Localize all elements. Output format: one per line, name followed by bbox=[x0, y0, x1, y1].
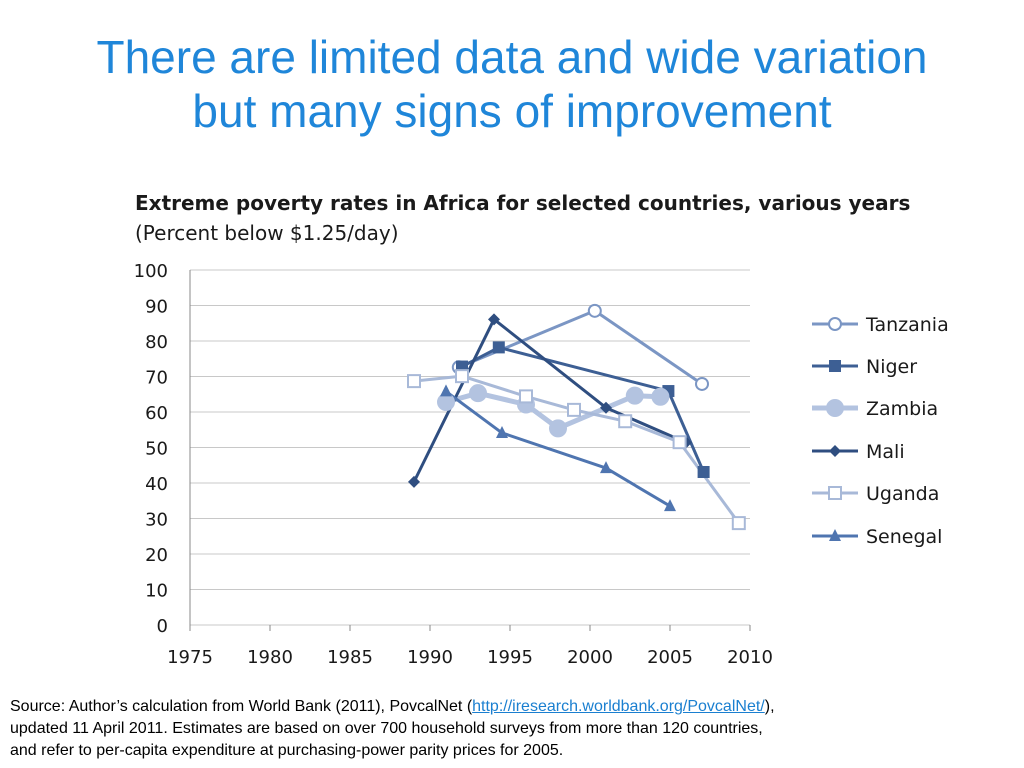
legend-label-senegal: Senegal bbox=[866, 526, 942, 548]
legend-label-tanzania: Tanzania bbox=[865, 314, 949, 336]
y-tick-label-100: 100 bbox=[134, 261, 168, 282]
slide-title-line-2: but many signs of improvement bbox=[192, 85, 832, 137]
point-zambia-3 bbox=[549, 419, 567, 438]
point-senegal-1 bbox=[496, 425, 508, 438]
legend-label-niger: Niger bbox=[866, 356, 917, 378]
chart-subtitle: (Percent below $1.25/day) bbox=[135, 221, 399, 245]
source-note: Source: Author’s calculation from World … bbox=[10, 696, 1010, 762]
point-mali-2 bbox=[600, 401, 612, 414]
legend-marker-uganda bbox=[828, 486, 842, 500]
point-senegal-2 bbox=[600, 461, 612, 474]
y-tick-label-0: 0 bbox=[157, 616, 168, 637]
point-uganda-1 bbox=[455, 369, 469, 384]
point-uganda-0 bbox=[407, 374, 421, 389]
povcalnet-link[interactable]: http://iresearch.worldbank.org/PovcalNet… bbox=[472, 698, 765, 715]
y-tick-label-80: 80 bbox=[145, 332, 168, 353]
point-niger-1 bbox=[492, 341, 505, 354]
x-tick-label-1995: 1995 bbox=[487, 647, 533, 668]
legend-label-zambia: Zambia bbox=[866, 398, 938, 420]
source-prefix: Source: Author’s calculation from World … bbox=[10, 698, 473, 715]
series-line-senegal bbox=[445, 390, 671, 508]
legend-marker-mali bbox=[829, 445, 841, 457]
point-tanzania-1 bbox=[587, 303, 602, 318]
x-tick-label-2000: 2000 bbox=[567, 647, 613, 668]
y-tick-label-60: 60 bbox=[145, 403, 168, 424]
y-tick-label-10: 10 bbox=[145, 581, 168, 602]
point-zambia-1 bbox=[469, 384, 487, 403]
point-uganda-4 bbox=[618, 414, 633, 429]
legend-marker-tanzania bbox=[828, 317, 842, 331]
y-tick-label-90: 90 bbox=[145, 297, 168, 318]
point-uganda-5 bbox=[672, 435, 687, 450]
point-zambia-5 bbox=[651, 387, 670, 406]
chart-title-block: Extreme poverty rates in Africa for sele… bbox=[135, 188, 935, 248]
source-line-1: Source: Author’s calculation from World … bbox=[10, 696, 1010, 718]
x-tick-label-2005: 2005 bbox=[647, 647, 693, 668]
source-line-3: and refer to per-capita expenditure at p… bbox=[10, 742, 564, 759]
series-line-niger bbox=[461, 345, 705, 473]
legend-label-uganda: Uganda bbox=[866, 483, 939, 505]
x-tick-label-1985: 1985 bbox=[327, 647, 373, 668]
y-tick-label-70: 70 bbox=[145, 368, 168, 389]
source-line-2: updated 11 April 2011. Estimates are bas… bbox=[10, 720, 763, 737]
y-tick-label-40: 40 bbox=[145, 474, 168, 495]
point-mali-1 bbox=[488, 313, 500, 326]
point-senegal-0 bbox=[440, 384, 452, 397]
source-suffix: ), bbox=[764, 698, 775, 715]
y-tick-label-30: 30 bbox=[145, 510, 168, 531]
point-uganda-6 bbox=[731, 516, 746, 531]
point-zambia-4 bbox=[625, 386, 644, 405]
point-uganda-3 bbox=[567, 402, 581, 417]
y-tick-label-20: 20 bbox=[145, 545, 168, 566]
legend-marker-senegal bbox=[829, 529, 841, 541]
point-tanzania-2 bbox=[695, 376, 709, 391]
chart-title: Extreme poverty rates in Africa for sele… bbox=[135, 191, 911, 215]
x-tick-label-2010: 2010 bbox=[727, 647, 773, 668]
legend-marker-niger bbox=[829, 360, 841, 372]
x-tick-label-1990: 1990 bbox=[407, 647, 453, 668]
x-tick-label-1975: 1975 bbox=[167, 647, 213, 668]
point-senegal-3 bbox=[664, 499, 676, 512]
point-uganda-2 bbox=[519, 389, 533, 404]
slide-title: There are limited data and wide variatio… bbox=[0, 30, 1024, 138]
y-tick-label-50: 50 bbox=[145, 439, 168, 460]
point-mali-0 bbox=[408, 475, 420, 488]
poverty-line-chart: 0 10 20 30 40 50 60 70 80 90 100 1975 1980 1985 1990 19… bbox=[134, 261, 949, 668]
legend-marker-zambia bbox=[826, 399, 844, 417]
point-niger-3 bbox=[697, 465, 710, 478]
slide-title-line-1: There are limited data and wide variatio… bbox=[96, 31, 928, 83]
x-tick-label-1980: 1980 bbox=[247, 647, 293, 668]
legend-label-mali: Mali bbox=[866, 441, 905, 463]
